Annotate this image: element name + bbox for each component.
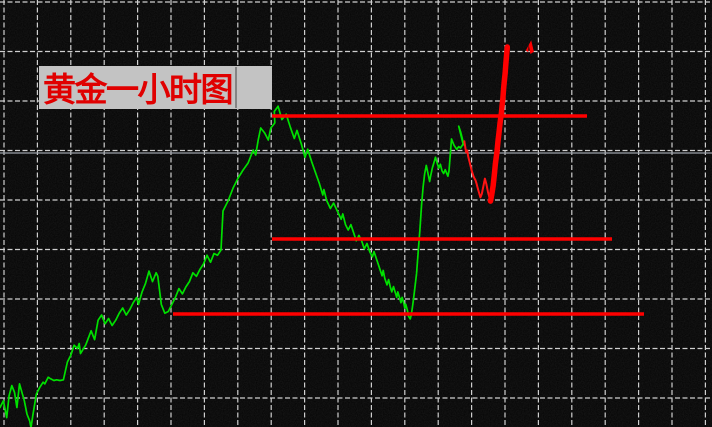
svg-text:黄金一小时图: 黄金一小时图 bbox=[43, 71, 232, 108]
